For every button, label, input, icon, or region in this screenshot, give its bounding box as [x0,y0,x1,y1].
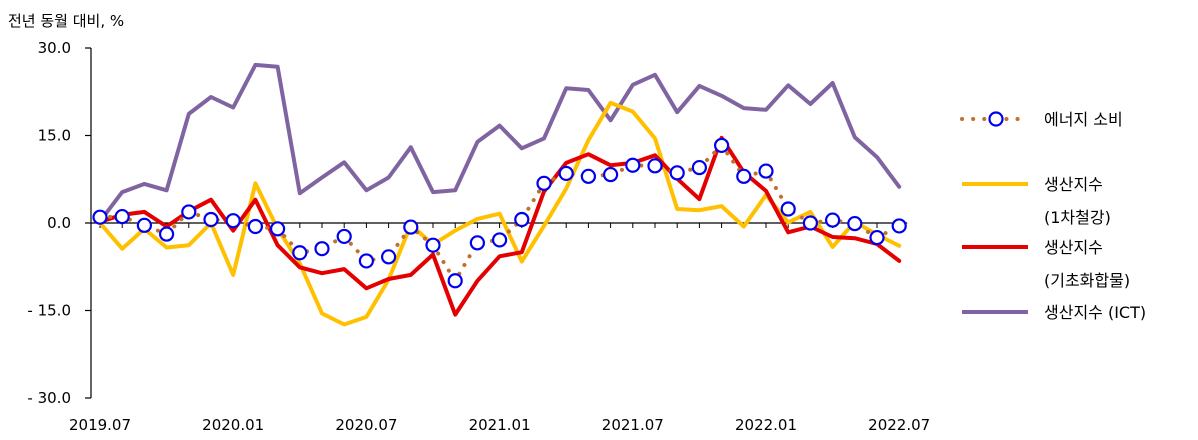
data-point-energy [780,201,796,217]
data-point-energy [713,137,730,154]
data-point-energy [558,165,574,182]
data-point-energy [514,211,530,228]
data-point-energy [602,166,619,183]
x-tick-label: 2019.07 [69,416,131,434]
data-point-energy [647,158,663,174]
data-point-energy [314,241,330,257]
data-point-energy [358,253,374,269]
x-tick-label: 2020.01 [202,416,264,434]
x-tick-label: 2021.07 [602,416,664,434]
legend-swatch-energy-marker [988,111,1004,127]
data-point-energy [381,249,397,265]
data-point-energy [425,237,441,253]
legend: 에너지 소비 생산지수 (1차철강) 생산지수 (기초화합물) 생산지수 (IC… [960,110,1146,322]
data-point-energy [203,211,219,228]
series-line-0 [98,62,902,224]
data-point-energy [181,204,197,220]
data-point-energy [736,168,752,184]
data-point-energy [536,175,552,191]
y-axis: 30.0 15.0 0.0 - 15.0 - 30.0 [27,39,92,407]
data-point-energy [114,208,130,225]
data-point-energy [580,168,597,184]
y-axis-unit-label: 전년 동월 대비, % [8,12,124,30]
data-point-energy [247,218,263,235]
legend-label-steel-line2: (1차철강) [1044,208,1111,227]
series-0 [98,62,902,224]
y-tick-label: 0.0 [47,214,71,232]
data-point-energy [891,218,907,234]
legend-item-steel: 생산지수 (1차철강) [962,175,1111,227]
data-point-energy [869,229,885,246]
data-point-energy [758,163,774,179]
data-point-energy [136,217,152,233]
data-point-energy [492,232,508,248]
data-point-energy [447,273,463,289]
y-tick-label: - 30.0 [27,389,71,407]
data-point-energy [691,159,708,176]
x-tick-label: 2022.07 [868,416,930,434]
data-point-energy [292,245,308,261]
y-tick-label: - 15.0 [27,302,71,320]
data-point-energy [625,157,641,173]
legend-label-chemical-line1: 생산지수 [1044,238,1103,257]
data-point-energy [270,221,286,237]
legend-label-ict: 생산지수 (ICT) [1044,303,1146,322]
series-line-2 [98,135,902,317]
series-3 [92,137,907,289]
series-2 [98,135,902,317]
x-tick-label: 2021.01 [469,416,531,434]
data-point-energy [403,219,419,235]
legend-label-steel-line1: 생산지수 [1044,175,1103,194]
series-layer [92,62,907,327]
data-point-energy [336,228,352,245]
data-point-energy [159,226,175,242]
data-point-energy [824,212,841,228]
data-point-energy [469,235,485,251]
data-point-energy [92,209,108,225]
x-tick-label: 2020.07 [335,416,397,434]
legend-item-energy: 에너지 소비 [960,110,1123,129]
data-point-energy [225,213,241,229]
legend-label-chemical-line2: (기초화합물) [1044,271,1130,290]
y-tick-label: 15.0 [38,127,71,145]
x-tick-label: 2022.01 [735,416,797,434]
data-point-energy [669,165,685,181]
legend-item-chemical: 생산지수 (기초화합물) [962,238,1130,290]
y-tick-label: 30.0 [38,39,71,57]
legend-label-energy: 에너지 소비 [1044,110,1123,129]
data-point-energy [802,215,819,231]
legend-item-ict: 생산지수 (ICT) [962,303,1146,322]
data-point-energy [847,215,863,232]
